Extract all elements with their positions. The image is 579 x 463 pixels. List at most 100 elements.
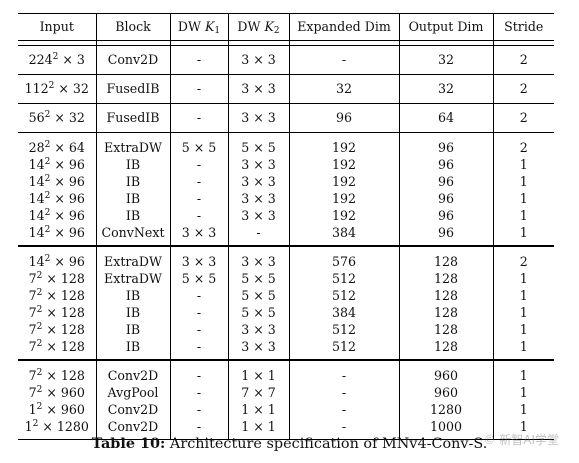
caption-label: Table 10: <box>91 435 166 452</box>
cell-input: 12 × 1280 <box>18 418 97 440</box>
cell-input: 282 × 64 <box>18 132 97 156</box>
cell-block: IB <box>96 156 171 173</box>
cell-block: IB <box>96 338 171 360</box>
cell-input: 2242 × 3 <box>18 45 97 75</box>
cell-block: IB <box>96 287 171 304</box>
cell-dw-k2: 3 × 3 <box>228 103 290 133</box>
cell-dw-k2: 3 × 3 <box>228 45 290 75</box>
header-dw-k2: DW K2 <box>228 13 290 41</box>
cell-block: IB <box>96 173 171 190</box>
cell-stride: 1 <box>519 157 528 172</box>
cell-block: ConvNext <box>96 224 171 246</box>
cell-dw-k1: - <box>170 207 229 224</box>
cell-output-dim: 96 <box>399 224 494 246</box>
cell-block: IB <box>96 304 171 321</box>
cell-block: IB <box>96 321 171 338</box>
cell-stride: 2 <box>493 103 554 133</box>
cell-input: 72 × 128 <box>18 287 97 304</box>
cell-dw-k2: 1 × 1 <box>228 359 290 384</box>
cell-block: IB <box>96 207 171 224</box>
cell-stride: 1 <box>519 288 528 303</box>
cell-input: 142 × 96 <box>18 224 97 246</box>
cell-input: 72 × 128 <box>18 270 97 287</box>
cell-output-dim: 128 <box>399 338 494 360</box>
header-output-dim: Output Dim <box>399 13 494 41</box>
cell-stride: 1 <box>519 339 528 354</box>
cell-dw-k2: 3 × 3 <box>228 321 290 338</box>
cell-dw-k1: - <box>170 173 229 190</box>
cell-input: 72 × 128 <box>18 338 97 360</box>
cell-output-dim: 128 <box>399 304 494 321</box>
header-expanded-dim: Expanded Dim <box>289 13 400 41</box>
cell-dw-k2: 3 × 3 <box>228 156 290 173</box>
cell-stride: 1 <box>519 174 528 189</box>
cell-input: 72 × 128 <box>18 359 97 384</box>
table-row: 142 × 96 IB -3 × 3 192 96 1 <box>18 190 554 207</box>
cell-stride: 1 <box>519 208 528 223</box>
cell-dw-k1: - <box>170 384 229 401</box>
table-row: 72 × 128 IB -3 × 3 512 128 1 <box>18 338 554 360</box>
cell-dw-k2: 1 × 1 <box>228 401 290 418</box>
cell-input: 1122 × 32 <box>18 74 97 104</box>
cell-dw-k1: 3 × 3 <box>170 245 229 270</box>
cell-dw-k1: - <box>170 338 229 360</box>
cell-dw-k1: 3 × 3 <box>170 224 229 246</box>
cell-expanded-dim: - <box>289 384 400 401</box>
cell-dw-k1: - <box>170 321 229 338</box>
caption-text: Architecture specification of MNv4-Conv-… <box>165 436 488 452</box>
cell-block: FusedIB <box>96 103 171 133</box>
cell-expanded-dim: 384 <box>289 304 400 321</box>
cell-dw-k2: 5 × 5 <box>228 287 290 304</box>
header-block: Block <box>96 13 171 41</box>
table-row: 72 × 128 IB -5 × 5 384 128 1 <box>18 304 554 321</box>
cell-stride: 1 <box>493 359 554 384</box>
cell-expanded-dim: 192 <box>289 132 400 156</box>
cell-block: ExtraDW <box>96 270 171 287</box>
table-header-row: Input Block DW K1 DW K2 Expanded Dim Out… <box>18 13 554 41</box>
cell-stride: 1 <box>519 225 528 240</box>
cell-block: Conv2D <box>96 418 171 440</box>
cell-block: AvgPool <box>96 384 171 401</box>
cell-dw-k1: - <box>170 45 229 75</box>
cell-output-dim: 96 <box>399 132 494 156</box>
cell-dw-k2: 1 × 1 <box>228 418 290 440</box>
cell-input: 142 × 96 <box>18 207 97 224</box>
table-caption: Table 10: Architecture specification of … <box>0 435 579 452</box>
cell-dw-k2: 3 × 3 <box>228 74 290 104</box>
cell-stride: 2 <box>493 245 554 270</box>
cell-stride: 1 <box>519 191 528 206</box>
cell-output-dim: 96 <box>399 190 494 207</box>
cell-dw-k1: - <box>170 103 229 133</box>
cell-dw-k1: - <box>170 156 229 173</box>
architecture-table: Input Block DW K1 DW K2 Expanded Dim Out… <box>18 13 554 440</box>
cell-output-dim: 64 <box>399 103 494 133</box>
cell-dw-k1: - <box>170 359 229 384</box>
cell-expanded-dim: 512 <box>289 321 400 338</box>
table-row: 12 × 960 Conv2D -1 × 1-1280 1 <box>18 401 554 418</box>
cell-dw-k1: 5 × 5 <box>170 132 229 156</box>
cell-dw-k1: - <box>170 287 229 304</box>
cell-expanded-dim: 192 <box>289 190 400 207</box>
cell-output-dim: 1000 <box>399 418 494 440</box>
cell-input: 562 × 32 <box>18 103 97 133</box>
cell-expanded-dim: 512 <box>289 270 400 287</box>
cell-dw-k2: 3 × 3 <box>228 245 290 270</box>
cell-block: Conv2D <box>96 45 171 75</box>
cell-expanded-dim: 384 <box>289 224 400 246</box>
cell-output-dim: 96 <box>399 173 494 190</box>
cell-input: 12 × 960 <box>18 401 97 418</box>
cell-expanded-dim: 192 <box>289 173 400 190</box>
cell-output-dim: 960 <box>399 384 494 401</box>
table-row: 562 × 32 FusedIB -3 × 3 96 64 2 <box>18 103 554 133</box>
cell-dw-k2: 3 × 3 <box>228 207 290 224</box>
cell-stride: 1 <box>519 271 528 286</box>
table-row: 1122 × 32 FusedIB -3 × 3 32 32 2 <box>18 74 554 104</box>
table-row: 142 × 96 ConvNext 3 × 3-384 96 1 <box>18 224 554 246</box>
table-row: 142 × 96 IB -3 × 3 192 96 1 <box>18 173 554 190</box>
cell-input: 72 × 960 <box>18 384 97 401</box>
header-input: Input <box>18 13 97 41</box>
table-row: 142 × 96 IB -3 × 3 192 96 1 <box>18 156 554 173</box>
